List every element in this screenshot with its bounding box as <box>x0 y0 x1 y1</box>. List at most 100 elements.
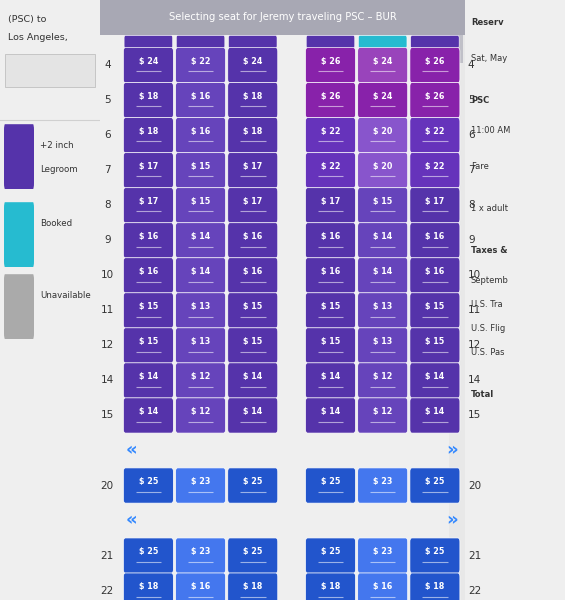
Text: $ 17: $ 17 <box>243 162 262 171</box>
Text: $ 24: $ 24 <box>138 57 158 66</box>
Text: $ 16: $ 16 <box>191 583 210 592</box>
Text: $ 22: $ 22 <box>425 127 445 136</box>
Text: 1 x adult: 1 x adult <box>471 204 508 213</box>
FancyBboxPatch shape <box>410 293 460 328</box>
Text: (PSC) to: (PSC) to <box>8 15 46 24</box>
FancyBboxPatch shape <box>228 188 278 223</box>
FancyBboxPatch shape <box>358 293 408 328</box>
FancyBboxPatch shape <box>123 398 173 433</box>
FancyBboxPatch shape <box>410 573 460 600</box>
FancyBboxPatch shape <box>228 398 278 433</box>
Text: $ 15: $ 15 <box>191 162 210 171</box>
Text: U.S. Tra: U.S. Tra <box>471 300 503 309</box>
Text: $ 22: $ 22 <box>425 162 445 171</box>
Text: $ 16: $ 16 <box>373 583 392 592</box>
Text: 7: 7 <box>468 165 475 175</box>
Text: $ 16: $ 16 <box>139 232 158 241</box>
Text: $ 14: $ 14 <box>425 407 445 416</box>
Text: $ 22: $ 22 <box>321 162 340 171</box>
Text: $ 12: $ 12 <box>373 373 392 382</box>
Text: $ 13: $ 13 <box>373 337 392 346</box>
FancyBboxPatch shape <box>123 468 173 503</box>
Bar <box>100 0 465 35</box>
FancyBboxPatch shape <box>410 363 460 398</box>
FancyBboxPatch shape <box>123 152 173 188</box>
FancyBboxPatch shape <box>176 538 225 573</box>
FancyBboxPatch shape <box>410 47 460 83</box>
Text: Selecting seat for Jeremy traveling PSC – BUR: Selecting seat for Jeremy traveling PSC … <box>168 13 397 22</box>
FancyBboxPatch shape <box>306 152 355 188</box>
FancyBboxPatch shape <box>358 83 408 118</box>
FancyBboxPatch shape <box>176 35 225 49</box>
Text: $ 16: $ 16 <box>243 232 262 241</box>
Text: $ 25: $ 25 <box>243 478 262 487</box>
Text: $ 15: $ 15 <box>321 302 340 311</box>
FancyBboxPatch shape <box>176 118 225 153</box>
FancyBboxPatch shape <box>358 223 408 258</box>
FancyBboxPatch shape <box>123 328 173 363</box>
FancyBboxPatch shape <box>228 538 278 573</box>
FancyBboxPatch shape <box>123 573 173 600</box>
Text: $ 12: $ 12 <box>373 407 392 416</box>
Text: $ 15: $ 15 <box>425 302 445 311</box>
FancyBboxPatch shape <box>306 83 355 118</box>
Text: 22: 22 <box>468 586 481 596</box>
Text: »: » <box>446 512 458 530</box>
Text: $ 14: $ 14 <box>321 373 340 382</box>
FancyBboxPatch shape <box>358 152 408 188</box>
FancyBboxPatch shape <box>176 258 225 293</box>
FancyBboxPatch shape <box>176 328 225 363</box>
FancyBboxPatch shape <box>176 223 225 258</box>
Text: $ 20: $ 20 <box>373 127 392 136</box>
Text: $ 14: $ 14 <box>139 407 158 416</box>
Text: $ 18: $ 18 <box>243 127 262 136</box>
FancyBboxPatch shape <box>123 118 173 153</box>
FancyBboxPatch shape <box>306 188 355 223</box>
FancyBboxPatch shape <box>358 258 408 293</box>
FancyBboxPatch shape <box>358 47 408 83</box>
Text: 10: 10 <box>101 271 114 280</box>
Text: $ 13: $ 13 <box>373 302 392 311</box>
Text: Booked: Booked <box>40 219 72 228</box>
Text: 9: 9 <box>104 235 111 245</box>
Text: Septemb: Septemb <box>471 276 509 285</box>
Text: 14: 14 <box>468 376 481 385</box>
Text: $ 13: $ 13 <box>191 302 210 311</box>
FancyBboxPatch shape <box>358 468 408 503</box>
FancyBboxPatch shape <box>123 47 173 83</box>
FancyBboxPatch shape <box>410 398 460 433</box>
Text: $ 17: $ 17 <box>425 197 445 206</box>
Text: $ 22: $ 22 <box>191 57 210 66</box>
FancyBboxPatch shape <box>358 35 407 49</box>
FancyBboxPatch shape <box>358 363 408 398</box>
FancyBboxPatch shape <box>411 35 459 49</box>
Text: Los Angeles,: Los Angeles, <box>8 33 68 42</box>
FancyBboxPatch shape <box>306 223 355 258</box>
FancyBboxPatch shape <box>228 573 278 600</box>
Text: 20: 20 <box>101 481 114 491</box>
Text: $ 16: $ 16 <box>321 267 340 276</box>
Text: $ 18: $ 18 <box>425 583 445 592</box>
Text: 6: 6 <box>468 130 475 140</box>
Text: $ 23: $ 23 <box>373 547 392 556</box>
FancyBboxPatch shape <box>410 258 460 293</box>
Text: $ 25: $ 25 <box>321 547 340 556</box>
Text: $ 17: $ 17 <box>139 197 158 206</box>
Text: $ 22: $ 22 <box>321 127 340 136</box>
FancyBboxPatch shape <box>306 293 355 328</box>
Text: $ 25: $ 25 <box>138 547 158 556</box>
Text: 20: 20 <box>468 481 481 491</box>
FancyBboxPatch shape <box>123 223 173 258</box>
Text: $ 16: $ 16 <box>243 267 262 276</box>
FancyBboxPatch shape <box>228 258 278 293</box>
Text: $ 23: $ 23 <box>373 478 392 487</box>
Text: $ 16: $ 16 <box>425 232 445 241</box>
FancyBboxPatch shape <box>228 223 278 258</box>
FancyBboxPatch shape <box>176 188 225 223</box>
Text: $ 15: $ 15 <box>139 302 158 311</box>
FancyBboxPatch shape <box>410 118 460 153</box>
Text: $ 26: $ 26 <box>321 57 340 66</box>
Text: U.S. Flig: U.S. Flig <box>471 324 505 333</box>
FancyBboxPatch shape <box>123 83 173 118</box>
Text: $ 18: $ 18 <box>138 127 158 136</box>
